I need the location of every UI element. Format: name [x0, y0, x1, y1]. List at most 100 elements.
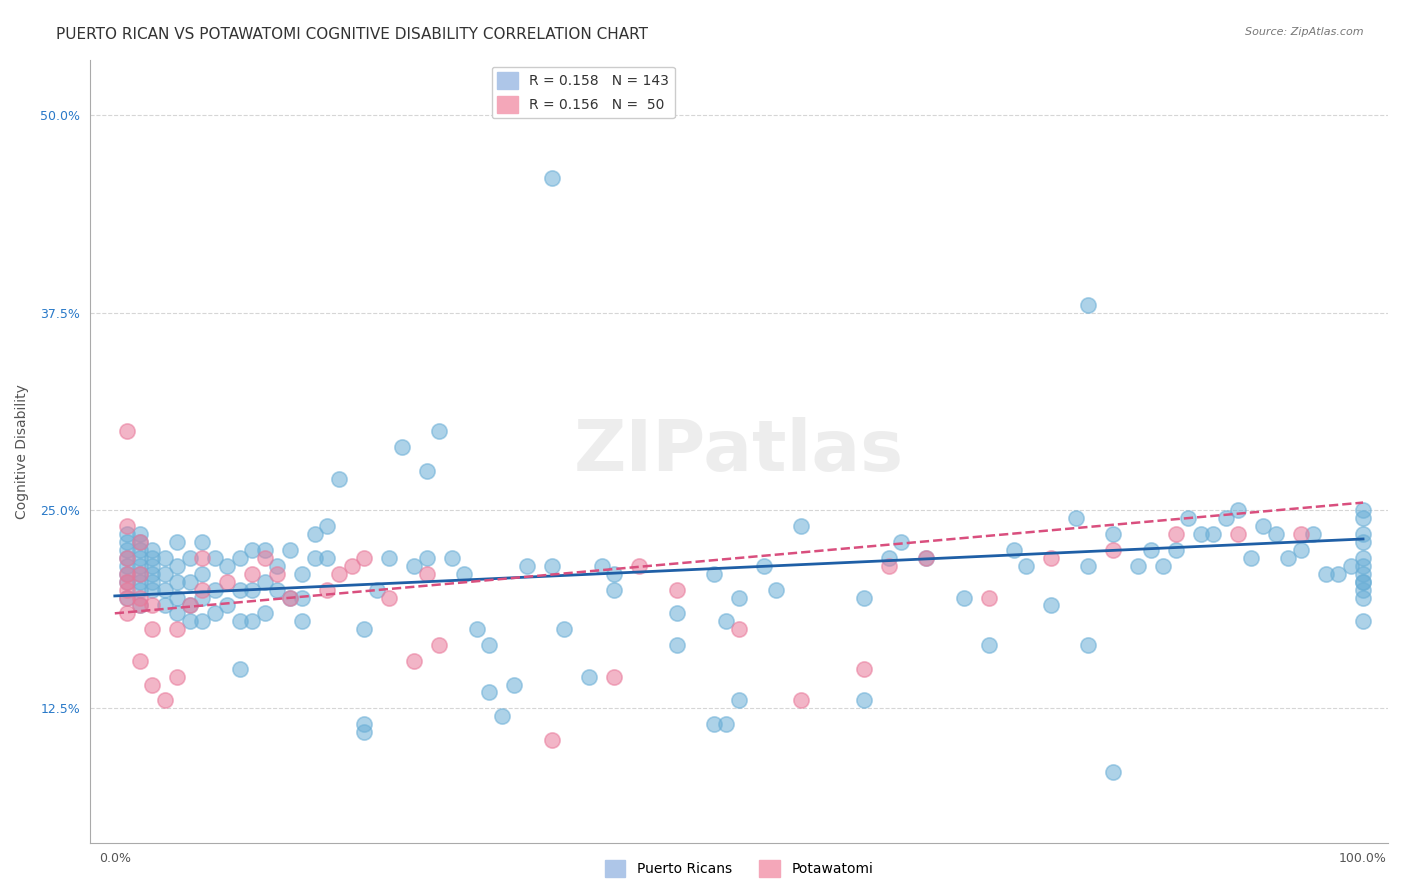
Point [353, 551, 375, 566]
Point [503, 677, 526, 691]
Point [153, 566, 176, 581]
Point [117, 591, 139, 605]
Point [128, 535, 150, 549]
Point [416, 464, 439, 478]
Point [1351, 614, 1374, 628]
Point [378, 591, 401, 605]
Point [128, 654, 150, 668]
Point [166, 558, 188, 573]
Point [416, 551, 439, 566]
Point [278, 591, 301, 605]
Point [1227, 503, 1250, 517]
Point [1140, 543, 1163, 558]
Point [141, 622, 163, 636]
Point [153, 551, 176, 566]
Point [128, 591, 150, 605]
Point [716, 614, 738, 628]
Point [1064, 511, 1087, 525]
Point [141, 599, 163, 613]
Point [852, 693, 875, 707]
Point [240, 566, 263, 581]
Point [117, 543, 139, 558]
Point [1002, 543, 1025, 558]
Point [128, 535, 150, 549]
Point [665, 582, 688, 597]
Point [117, 558, 139, 573]
Point [1340, 558, 1362, 573]
Point [179, 614, 201, 628]
Text: Source: ZipAtlas.com: Source: ZipAtlas.com [1246, 27, 1364, 37]
Point [153, 582, 176, 597]
Point [366, 582, 388, 597]
Point [703, 717, 725, 731]
Point [877, 558, 900, 573]
Point [291, 614, 314, 628]
Point [228, 551, 250, 566]
Point [1327, 566, 1350, 581]
Point [578, 670, 600, 684]
Point [228, 662, 250, 676]
Point [404, 654, 426, 668]
Point [217, 558, 239, 573]
Point [665, 638, 688, 652]
Point [1351, 535, 1374, 549]
Point [253, 543, 276, 558]
Text: PUERTO RICAN VS POTAWATOMI COGNITIVE DISABILITY CORRELATION CHART: PUERTO RICAN VS POTAWATOMI COGNITIVE DIS… [56, 27, 648, 42]
Point [191, 535, 214, 549]
Point [217, 599, 239, 613]
Point [1351, 574, 1374, 589]
Point [179, 574, 201, 589]
Point [166, 535, 188, 549]
Point [166, 591, 188, 605]
Point [128, 566, 150, 581]
Point [1289, 543, 1312, 558]
Point [191, 551, 214, 566]
Point [890, 535, 912, 549]
Point [240, 543, 263, 558]
Point [1351, 566, 1374, 581]
Point [141, 677, 163, 691]
Point [179, 599, 201, 613]
Point [1015, 558, 1038, 573]
Point [228, 582, 250, 597]
Point [117, 591, 139, 605]
Point [404, 558, 426, 573]
Point [1351, 503, 1374, 517]
Point [1152, 558, 1174, 573]
Point [1128, 558, 1150, 573]
Point [378, 551, 401, 566]
Point [1077, 638, 1099, 652]
Point [128, 566, 150, 581]
Point [253, 551, 276, 566]
Point [117, 566, 139, 581]
Point [703, 566, 725, 581]
Point [491, 709, 513, 723]
Point [1202, 527, 1225, 541]
Point [603, 670, 626, 684]
Point [391, 440, 413, 454]
Point [117, 574, 139, 589]
Point [1251, 519, 1274, 533]
Point [1289, 527, 1312, 541]
Point [478, 685, 501, 699]
Point [304, 527, 326, 541]
Point [1102, 527, 1125, 541]
Point [1351, 591, 1374, 605]
Point [253, 574, 276, 589]
Point [266, 582, 288, 597]
Point [266, 566, 288, 581]
Point [141, 574, 163, 589]
Point [1164, 543, 1187, 558]
Point [1189, 527, 1212, 541]
Point [179, 599, 201, 613]
Point [141, 582, 163, 597]
Point [128, 582, 150, 597]
Point [204, 582, 226, 597]
Point [915, 551, 938, 566]
Point [117, 582, 139, 597]
Point [427, 425, 450, 439]
Point [1102, 543, 1125, 558]
Point [603, 582, 626, 597]
Point [191, 614, 214, 628]
Point [540, 558, 562, 573]
